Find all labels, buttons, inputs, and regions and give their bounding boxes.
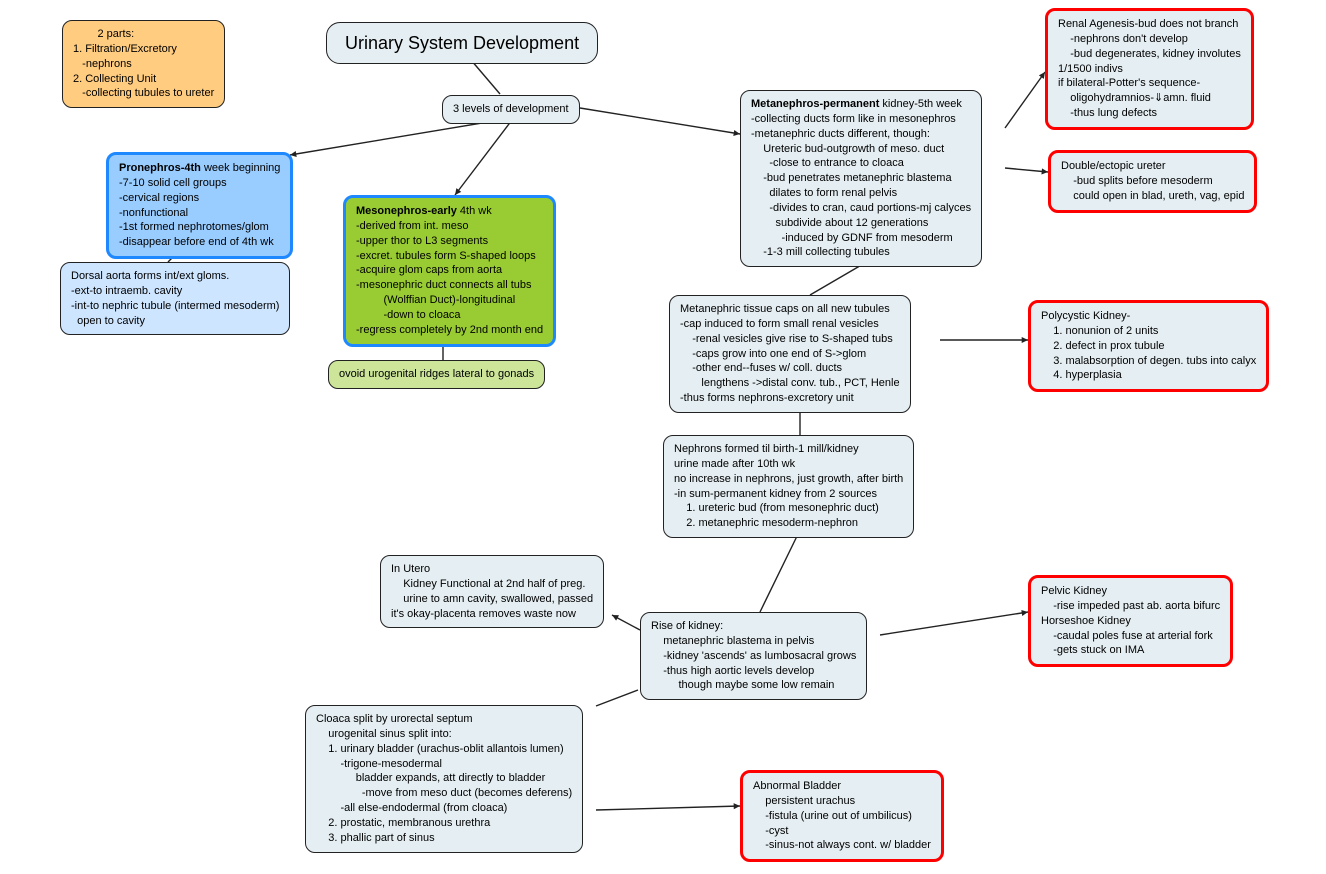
node-polycystic: Polycystic Kidney- 1. nonunion of 2 unit… bbox=[1028, 300, 1269, 392]
edge-3 bbox=[580, 108, 740, 134]
edges-layer bbox=[0, 0, 1326, 874]
edge-15 bbox=[596, 806, 740, 810]
node-mesonephros: Mesonephros-early 4th wk -derived from i… bbox=[343, 195, 556, 347]
edge-3-arrow bbox=[733, 130, 740, 136]
node-metanephros: Metanephros-permanent kidney-5th week -c… bbox=[740, 90, 982, 267]
node-dorsal: Dorsal aorta forms int/ext gloms. -ext-t… bbox=[60, 262, 290, 335]
edge-12 bbox=[612, 615, 640, 630]
diagram-stage: Urinary System Development 2 parts: 1. F… bbox=[0, 0, 1326, 874]
edge-2 bbox=[455, 120, 512, 195]
node-nephrons: Nephrons formed til birth-1 mill/kidney … bbox=[663, 435, 914, 538]
edge-7 bbox=[1005, 168, 1048, 172]
node-pronephros: Pronephros-4th week beginning -7-10 soli… bbox=[106, 152, 293, 259]
edge-11 bbox=[760, 530, 800, 612]
edge-0 bbox=[471, 60, 500, 94]
node-rise: Rise of kidney: metanephric blastema in … bbox=[640, 612, 867, 700]
node-in_utero: In Utero Kidney Functional at 2nd half o… bbox=[380, 555, 604, 628]
node-levels: 3 levels of development bbox=[442, 95, 580, 124]
node-caps: Metanephric tissue caps on all new tubul… bbox=[669, 295, 911, 413]
edge-13-arrow bbox=[1021, 610, 1028, 616]
node-double_ureter: Double/ectopic ureter -bud splits before… bbox=[1048, 150, 1257, 213]
node-cloaca: Cloaca split by urorectal septum urogeni… bbox=[305, 705, 583, 853]
node-abnormal: Abnormal Bladder persistent urachus -fis… bbox=[740, 770, 944, 862]
edge-12-arrow bbox=[612, 615, 619, 621]
edge-14 bbox=[596, 690, 638, 706]
edge-2-arrow bbox=[455, 188, 461, 195]
edge-1 bbox=[290, 120, 500, 155]
edge-13 bbox=[880, 612, 1028, 635]
node-title: Urinary System Development bbox=[326, 22, 598, 64]
node-ovoid: ovoid urogenital ridges lateral to gonad… bbox=[328, 360, 545, 389]
node-renal_agenesis: Renal Agenesis-bud does not branch -neph… bbox=[1045, 8, 1254, 130]
node-pelvic: Pelvic Kidney -rise impeded past ab. aor… bbox=[1028, 575, 1233, 667]
edge-6 bbox=[1005, 72, 1045, 128]
node-parts: 2 parts: 1. Filtration/Excretory -nephro… bbox=[62, 20, 225, 108]
